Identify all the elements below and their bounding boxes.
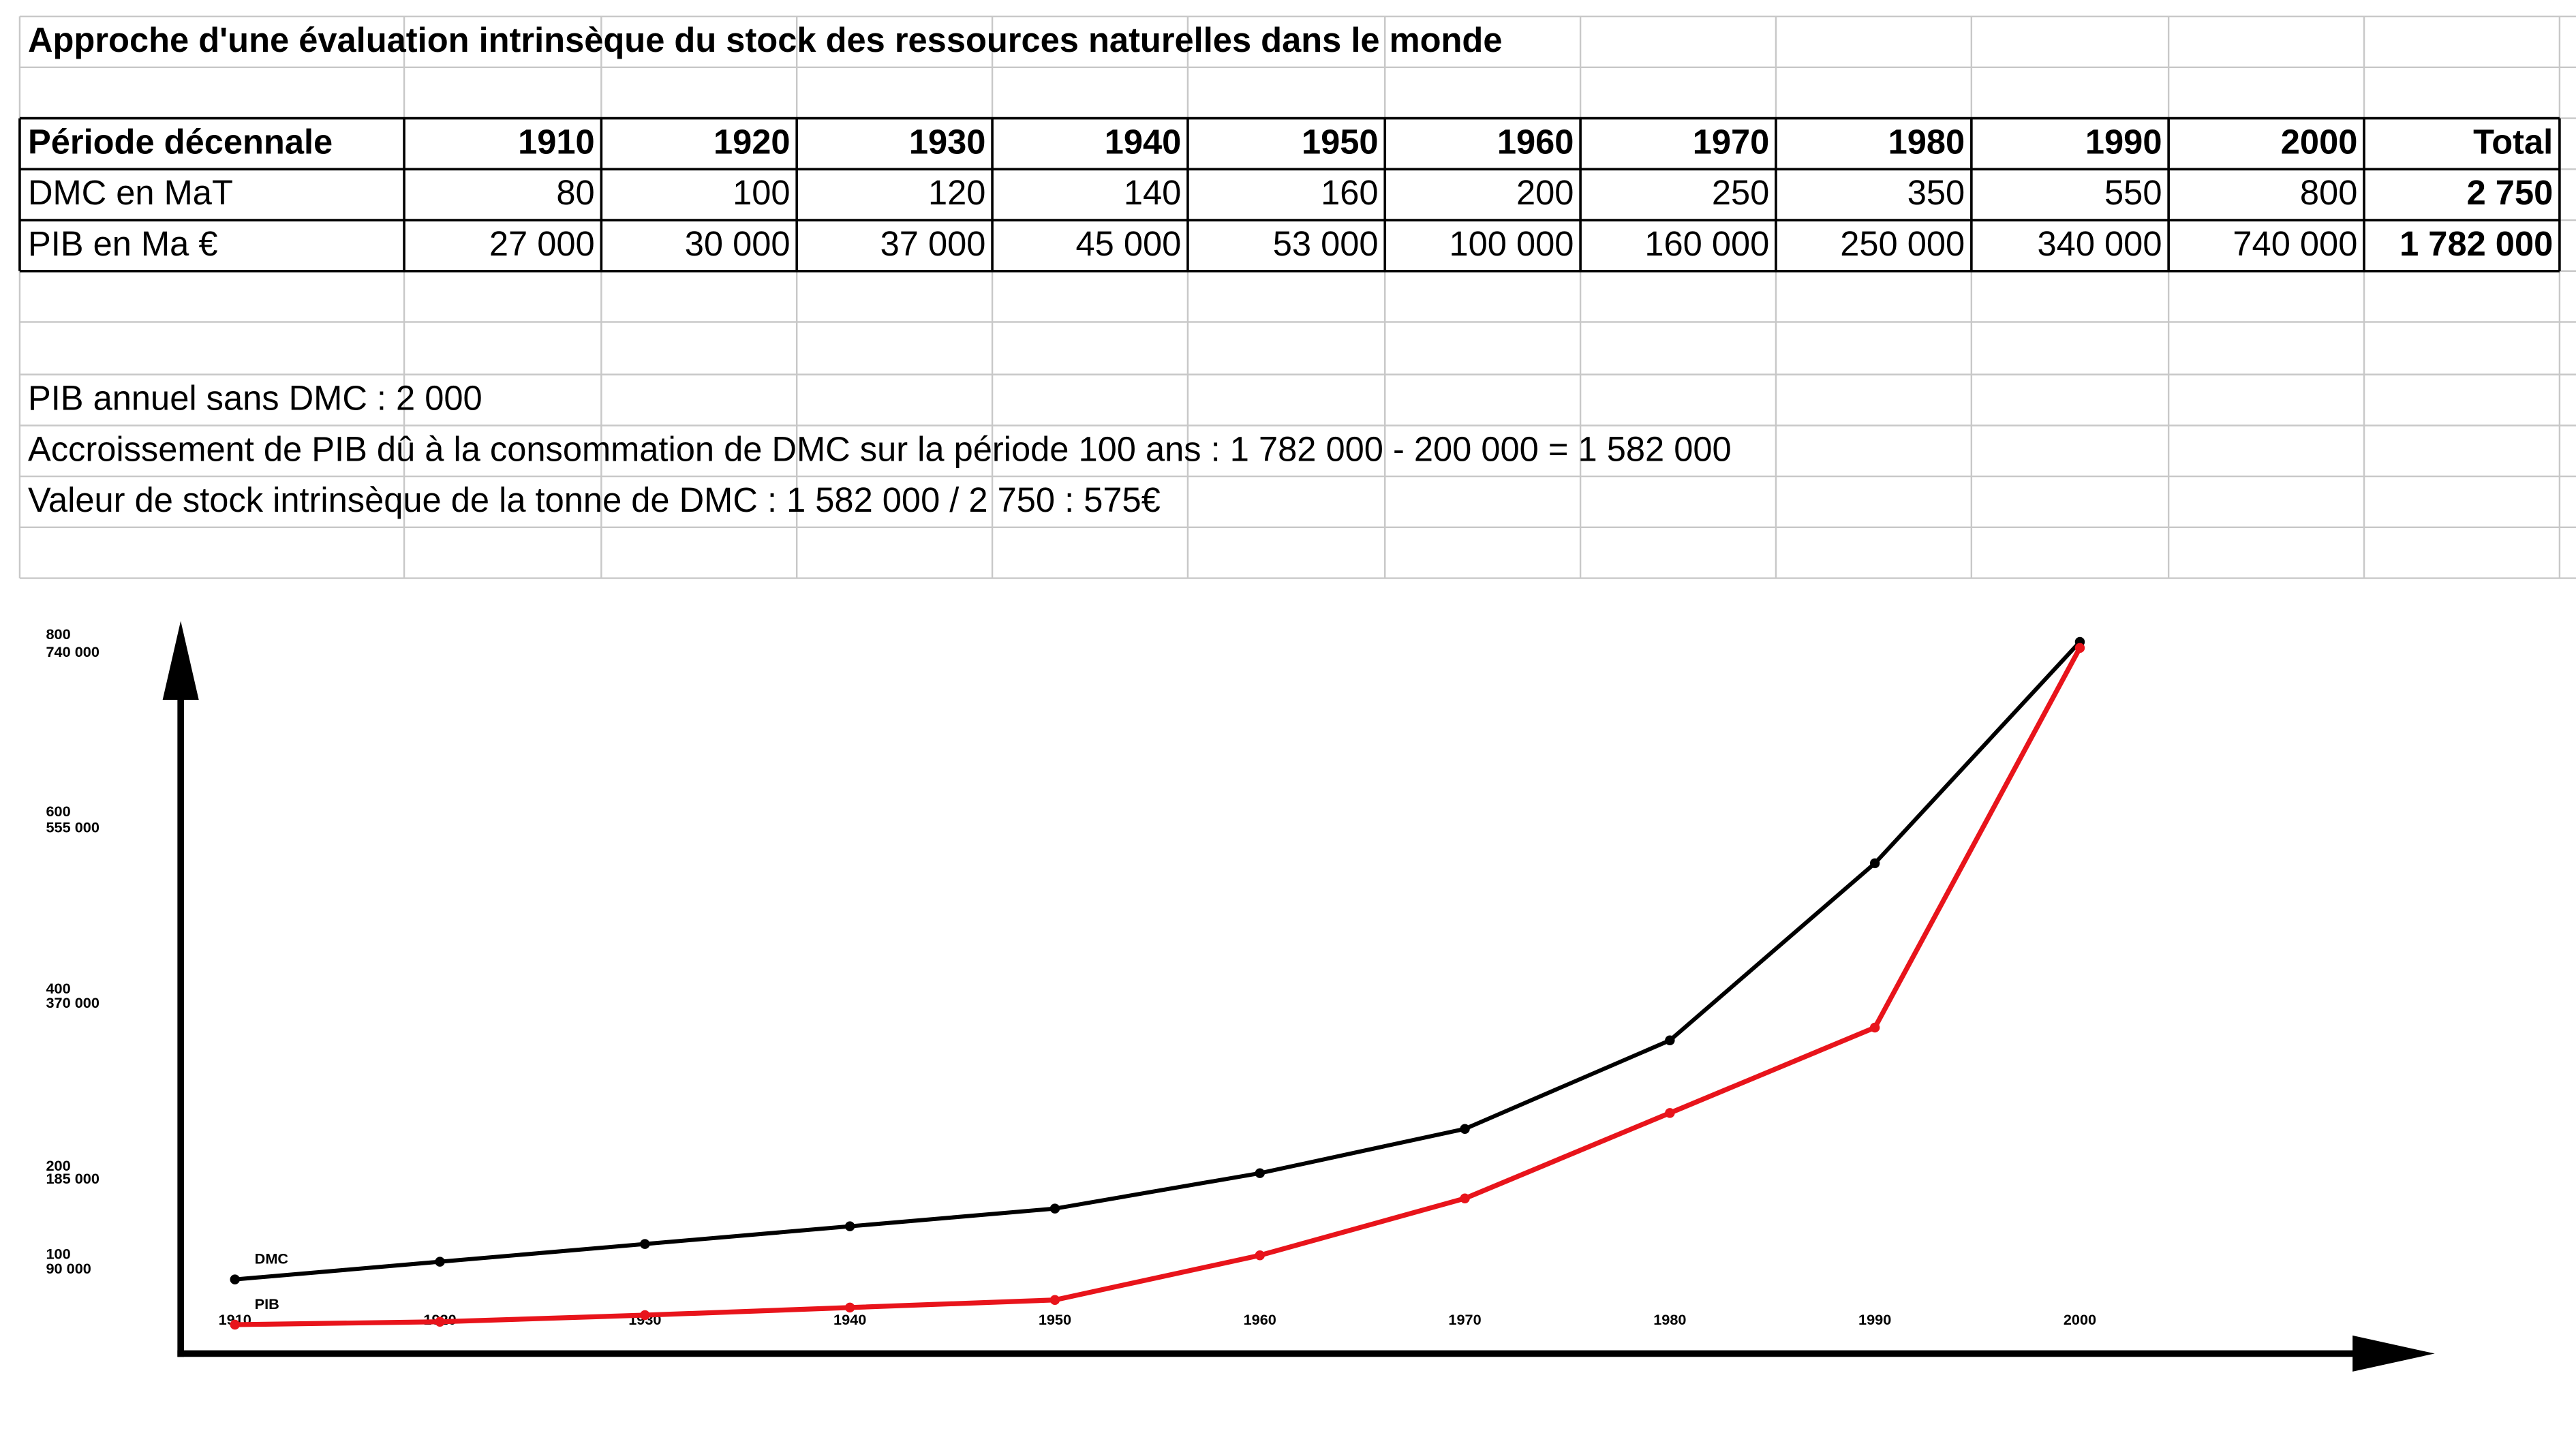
data-point — [640, 1239, 650, 1249]
x-tick-label: 1960 — [1244, 1311, 1276, 1328]
data-point — [1049, 1203, 1060, 1214]
header-cell: 1950 — [1302, 123, 1379, 161]
table-cell: 250 000 — [1840, 224, 1965, 263]
x-axis-arrow — [2352, 1335, 2435, 1372]
table-cell: 140 — [1124, 173, 1181, 212]
y-tick-label: 400 — [46, 980, 71, 997]
header-cell: 1910 — [518, 123, 595, 161]
spreadsheet-cells: Approche d'une évaluation intrinsèque du… — [28, 20, 2553, 519]
y-tick-label: 200 — [46, 1157, 71, 1174]
note: Valeur de stock intrinsèque de la tonne … — [28, 480, 1161, 519]
y-tick-label: 100 — [46, 1246, 71, 1263]
spreadsheet-grid — [18, 15, 2576, 579]
header-cell: 1930 — [909, 123, 986, 161]
table-cell: 100 000 — [1450, 224, 1574, 263]
data-point — [1049, 1295, 1060, 1305]
y2-tick-label: 185 000 — [46, 1170, 99, 1187]
data-point — [640, 1310, 650, 1321]
chart: 100 200 400 600 800 90 000 185 000 370 000 555 0… — [46, 621, 2435, 1372]
data-point — [230, 1319, 240, 1330]
header-cell: 1980 — [1888, 123, 1965, 161]
table-cell: 160 — [1321, 173, 1378, 212]
series-label: DMC — [255, 1250, 289, 1267]
table-cell: 200 — [1516, 173, 1574, 212]
y2-tick-label: 555 000 — [46, 819, 99, 836]
table-cell: 740 000 — [2233, 224, 2357, 263]
table-cell: 120 — [928, 173, 985, 212]
table-cell: 160 000 — [1644, 224, 1769, 263]
x-tick-label: 1950 — [1039, 1311, 1071, 1328]
data-point — [435, 1257, 445, 1267]
table-cell: 80 — [556, 173, 594, 212]
table-cell: 27 000 — [489, 224, 595, 263]
table-cell: DMC en MaT — [28, 173, 233, 212]
data-point — [1869, 858, 1880, 869]
data-point — [1255, 1250, 1265, 1261]
x-tick-label: 1980 — [1653, 1311, 1686, 1328]
data-point — [1460, 1124, 1470, 1134]
data-point — [1665, 1108, 1675, 1118]
data-point — [1460, 1193, 1470, 1203]
table-cell: 100 — [733, 173, 790, 212]
table-cell: 45 000 — [1076, 224, 1182, 263]
header-cell: 1990 — [2085, 123, 2162, 161]
data-point — [2074, 643, 2085, 653]
header-cell: 1960 — [1497, 123, 1574, 161]
note: PIB annuel sans DMC : 2 000 — [28, 379, 482, 418]
table-cell: 53 000 — [1273, 224, 1379, 263]
table-cell: 1 782 000 — [2399, 224, 2553, 263]
y2-tick-label: 90 000 — [46, 1260, 91, 1277]
table-cell: 550 — [2104, 173, 2162, 212]
series-line — [234, 640, 2082, 1282]
y2-tick-label: 740 000 — [46, 643, 99, 660]
table-cell: 2 750 — [2467, 173, 2554, 212]
y-axis-arrow — [162, 621, 199, 700]
data-point — [844, 1221, 855, 1231]
header-cell: 1940 — [1105, 123, 1182, 161]
header-cell: Total — [2473, 123, 2553, 161]
table-cell: 800 — [2300, 173, 2357, 212]
table-cell: 340 000 — [2038, 224, 2162, 263]
data-point — [1665, 1035, 1675, 1046]
x-tick-label: 2000 — [2064, 1311, 2096, 1328]
series-label: PIB — [255, 1295, 279, 1312]
table-cell: 350 — [1907, 173, 1965, 212]
table-cell: PIB en Ma € — [28, 224, 218, 263]
header-cell: 2000 — [2281, 123, 2358, 161]
table-cell: 37 000 — [880, 224, 986, 263]
data-point — [844, 1302, 855, 1313]
y-tick-label: 600 — [46, 803, 71, 820]
header-cell: 1970 — [1693, 123, 1770, 161]
table-cell: 30 000 — [685, 224, 791, 263]
series-line — [234, 647, 2083, 1327]
table-title: Approche d'une évaluation intrinsèque du… — [28, 20, 1503, 59]
data-point — [435, 1316, 445, 1327]
x-tick-label: 1970 — [1448, 1311, 1481, 1328]
header-cell: 1920 — [714, 123, 791, 161]
x-tick-label: 1990 — [1858, 1311, 1891, 1328]
data-point — [230, 1274, 240, 1284]
y-tick-label: 800 — [46, 626, 71, 643]
table-cell: 250 — [1712, 173, 1769, 212]
note: Accroissement de PIB dû à la consommatio… — [28, 429, 1732, 468]
x-tick-label: 1940 — [833, 1311, 866, 1328]
data-point — [1869, 1022, 1880, 1033]
data-point — [1255, 1168, 1265, 1178]
header-cell: Période décennale — [28, 123, 333, 161]
y2-tick-label: 370 000 — [46, 994, 99, 1011]
